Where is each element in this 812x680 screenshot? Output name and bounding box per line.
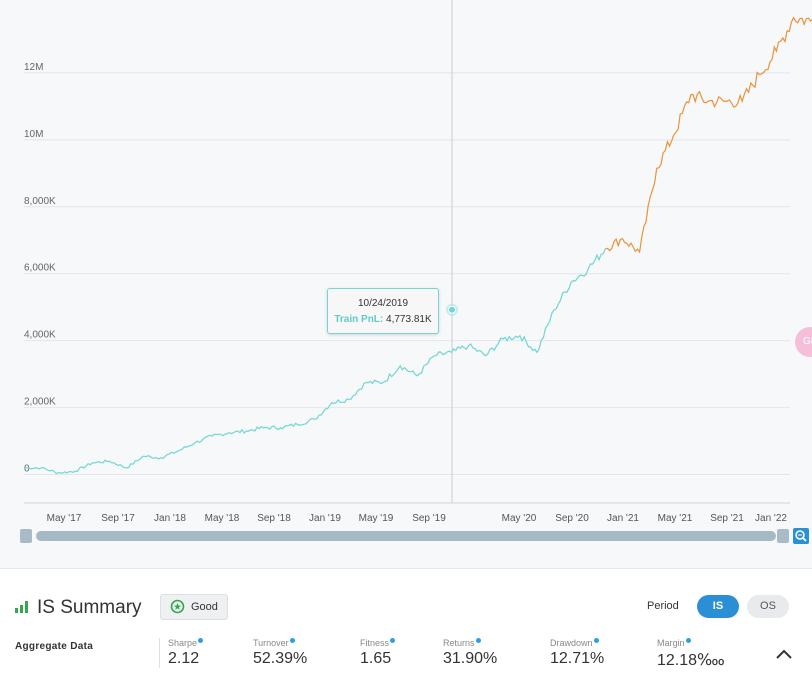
pnl-chart[interactable]: 0 2,000K 4,000K 6,000K 8,000K 10M 12M May '17 S… (0, 0, 812, 568)
chevron-up-icon[interactable] (775, 648, 793, 660)
x-tick-label: May '21 (658, 513, 693, 524)
info-dot-icon[interactable] (390, 638, 396, 643)
info-dot-icon[interactable] (475, 638, 481, 643)
metric-label: Sharpe (168, 638, 204, 648)
x-tick-label: Jan '19 (309, 513, 341, 524)
hover-marker-group (446, 303, 458, 316)
y-tick-label: 12M (24, 62, 43, 73)
side-feedback-badge[interactable]: G8 (795, 327, 812, 357)
metric-label-text: Returns (443, 638, 475, 648)
y-axis-ticks: 0 2,000K 4,000K 6,000K 8,000K 10M 12M (24, 62, 56, 475)
period-label: Period (647, 600, 679, 612)
pnl-chart-area: 0 2,000K 4,000K 6,000K 8,000K 10M 12M May '17 S… (0, 0, 812, 568)
y-tick-label: 0 (24, 464, 30, 475)
y-tick-label: 2,000K (24, 397, 56, 408)
metric-label-text: Turnover (253, 638, 289, 648)
bar-chart-icon (15, 601, 28, 613)
metric-label: Returns (443, 638, 481, 648)
metric-value: 2.12 (168, 650, 200, 667)
tooltip-label: Train PnL: (334, 314, 384, 325)
x-tick-label: May '20 (502, 513, 537, 524)
chart-gridlines (24, 72, 790, 476)
scroll-left-handle[interactable] (20, 529, 32, 543)
test-pnl-line (605, 16, 812, 254)
chart-series (24, 16, 812, 475)
y-tick-label: 8,000K (24, 196, 56, 207)
train-pnl-line (24, 248, 606, 475)
metric-label: Drawdown (550, 638, 599, 648)
x-tick-label: Jan '21 (607, 513, 639, 524)
x-tick-label: Sep '20 (555, 513, 589, 524)
summary-panel (0, 568, 812, 680)
metrics-divider (159, 638, 160, 668)
period-is-button[interactable]: IS (697, 595, 739, 618)
rating-text: Good (191, 601, 218, 613)
x-tick-label: Sep '21 (710, 513, 744, 524)
x-tick-label: May '17 (47, 513, 82, 524)
info-dot-icon[interactable] (289, 638, 295, 643)
x-tick-label: Jan '22 (755, 513, 787, 524)
metric-label-text: Margin (657, 638, 685, 648)
x-tick-label: Sep '18 (257, 513, 291, 524)
x-tick-label: Sep '17 (101, 513, 135, 524)
metric-value: 12.18‱ (657, 652, 725, 669)
rating-badge: Good (160, 594, 228, 620)
hover-marker-point (448, 305, 456, 314)
metric-value: 1.65 (360, 650, 392, 667)
x-tick-label: Sep '19 (412, 513, 446, 524)
magnifier-icon (795, 530, 807, 542)
chart-navigator-scrollbar[interactable] (20, 529, 792, 543)
metric-value: 12.71% (550, 650, 605, 667)
metric-label: Fitness (360, 638, 396, 648)
x-tick-label: May '19 (359, 513, 394, 524)
y-tick-label: 6,000K (24, 263, 56, 274)
chart-tooltip: 10/24/2019 Train PnL: 4,773.81K (327, 288, 439, 334)
y-tick-label: 4,000K (24, 330, 56, 341)
tooltip-row: Train PnL: 4,773.81K (328, 314, 438, 325)
info-dot-icon[interactable] (593, 638, 599, 643)
period-os-button[interactable]: OS (747, 595, 789, 618)
metric-label-text: Sharpe (168, 638, 198, 648)
zoom-button[interactable] (793, 528, 809, 544)
metric-value: 52.39% (253, 650, 308, 667)
scroll-right-handle[interactable] (777, 529, 789, 543)
metric-label-text: Fitness (360, 638, 390, 648)
tooltip-value: 4,773.81K (386, 314, 432, 325)
info-dot-icon[interactable] (685, 638, 691, 643)
y-tick-label: 10M (24, 129, 43, 140)
summary-title: IS Summary (37, 597, 142, 618)
tooltip-date: 10/24/2019 (357, 298, 409, 309)
x-tick-label: Jan '18 (154, 513, 186, 524)
metric-value: 31.90% (443, 650, 498, 667)
info-dot-icon[interactable] (198, 638, 204, 643)
scroll-thumb[interactable] (36, 531, 776, 541)
x-axis-ticks: May '17 Sep '17 Jan '18 May '18 Sep '18 Jan '… (47, 513, 788, 524)
metric-label: Turnover (253, 638, 295, 648)
aggregate-data-label: Aggregate Data (15, 641, 94, 652)
award-icon (170, 599, 185, 614)
metric-label-text: Drawdown (550, 638, 593, 648)
metric-label: Margin (657, 638, 691, 648)
x-tick-label: May '18 (205, 513, 240, 524)
